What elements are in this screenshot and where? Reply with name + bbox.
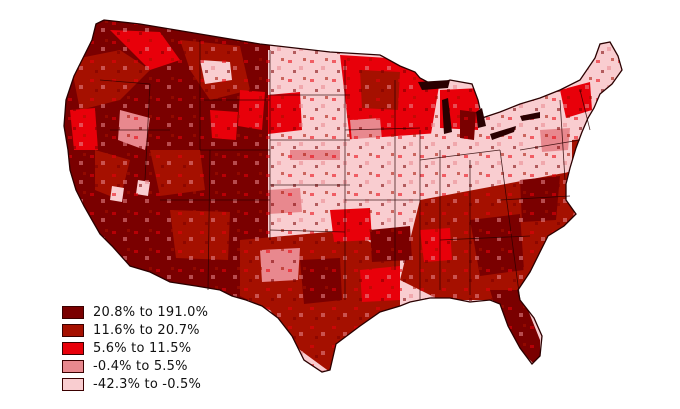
legend-label: 5.6% to 11.5%: [93, 340, 192, 356]
legend-swatch: [62, 305, 84, 319]
legend-swatch: [62, 323, 84, 337]
state-borders: [99, 40, 591, 301]
legend-item: -42.3% to -0.5%: [62, 375, 208, 393]
legend-label: 11.6% to 20.7%: [93, 322, 200, 338]
legend-label: 20.8% to 191.0%: [93, 304, 209, 320]
map-legend: 20.8% to 191.0% 11.6% to 20.7% 5.6% to 11.…: [62, 303, 208, 393]
legend-item: -0.4% to 5.5%: [62, 357, 208, 375]
legend-swatch: [62, 377, 84, 391]
legend-label: -42.3% to -0.5%: [93, 376, 202, 392]
legend-item: 20.8% to 191.0%: [62, 303, 208, 321]
legend-label: -0.4% to 5.5%: [93, 358, 188, 374]
legend-item: 5.6% to 11.5%: [62, 339, 208, 357]
legend-swatch: [62, 341, 84, 355]
legend-item: 11.6% to 20.7%: [62, 321, 208, 339]
legend-swatch: [62, 359, 84, 373]
great-lakes: [418, 80, 540, 140]
